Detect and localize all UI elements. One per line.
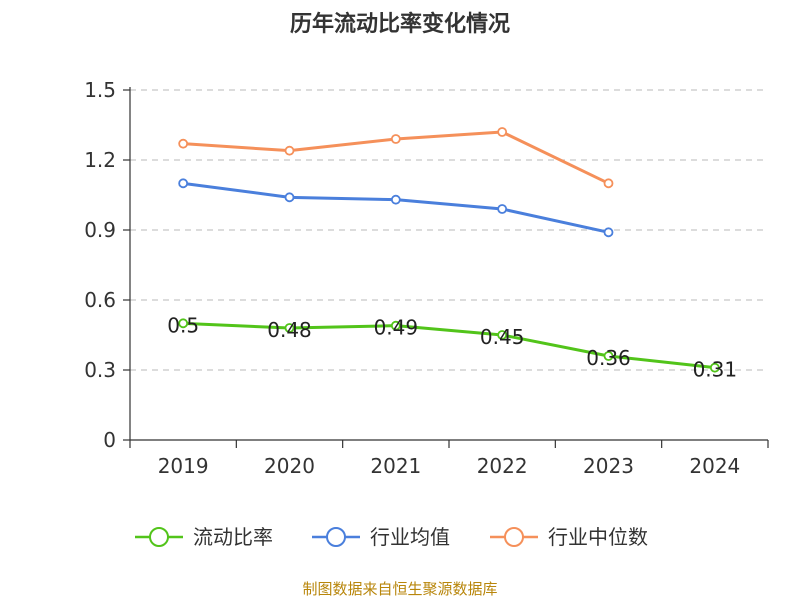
data-label: 0.31 [693,358,738,382]
data-point [390,194,401,205]
y-tick-label: 0 [103,428,116,452]
data-point [603,227,614,238]
grid-lines [130,89,764,371]
data-source-note: 制图数据来自恒生聚源数据库 [302,580,498,598]
legend-marker [504,527,524,547]
legend-marker [149,527,169,547]
y-tick-label: 1.2 [84,148,116,172]
data-point [178,178,189,189]
data-point [390,320,401,331]
data-point [178,318,189,329]
legend-marker [326,527,346,547]
data-point [178,138,189,149]
data-point [390,134,401,144]
axes: 0 0.3 0.6 0.9 1.2 1.5 2019 2020 2021 2022 2023 2024 [84,78,769,478]
data-point [284,323,295,333]
y-tick-label: 1.5 [84,78,116,102]
data-point [497,127,508,137]
data-label: 0.36 [586,346,631,370]
legend-label: 行业均值 [370,525,450,549]
chart-title: 历年流动比率变化情况 [289,12,510,37]
data-labels: 0.5 0.48 0.49 0.45 0.36 0.31 [167,313,737,381]
data-label: 0.45 [480,325,525,349]
legend-label: 行业中位数 [548,525,648,549]
y-tick-label: 0.9 [84,218,116,242]
legend[interactable]: 流动比率 行业均值 行业中位数 [135,525,648,549]
data-label: 0.48 [267,318,312,342]
series-layer [178,127,720,373]
data-label: 0.49 [374,316,419,340]
x-tick-label: 2022 [477,454,528,478]
data-point [497,204,508,214]
x-tick-label: 2020 [264,454,315,478]
data-label: 0.5 [167,313,199,337]
data-point [603,178,614,189]
series-line-0 [183,321,715,370]
legend-item-2[interactable]: 行业中位数 [490,525,648,549]
legend-item-1[interactable]: 行业均值 [312,525,450,549]
legend-label: 流动比率 [193,525,273,549]
data-point [284,145,295,156]
x-tick-label: 2021 [370,454,421,478]
y-tick-label: 0.3 [84,358,116,382]
x-tick-label: 2019 [158,454,209,478]
legend-item-0[interactable]: 流动比率 [135,525,273,549]
y-tick-label: 0.6 [84,288,116,312]
x-tick-label: 2023 [583,454,634,478]
data-point [497,330,508,340]
data-point [603,351,614,361]
series-line-1 [182,181,609,234]
data-point [709,362,720,373]
data-point [284,192,295,203]
x-tick-label: 2024 [689,454,740,478]
